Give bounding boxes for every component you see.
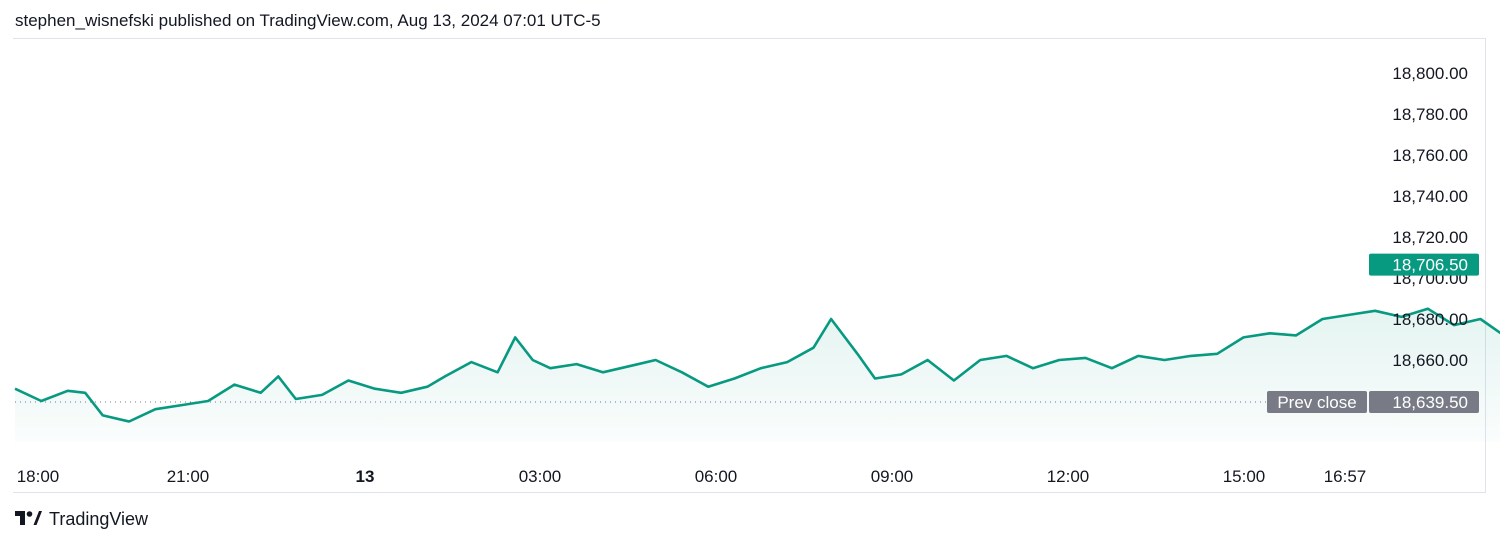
x-tick-label: 12:00 [1047,467,1090,486]
publish-attribution: stephen_wisnefski published on TradingVi… [15,11,601,30]
price-line [14,307,1500,423]
prev-close-value-label: 18,639.50 [1392,393,1468,412]
plot-area [14,307,1500,442]
x-tick-label: 15:00 [1223,467,1266,486]
x-tick-label: 13 [356,467,375,486]
x-tick-label: 16:57 [1324,467,1367,486]
last-price-badge [1369,253,1479,276]
time-axis[interactable]: 18:00 21:00 13 03:00 06:00 09:00 12:00 15:00 16:… [17,467,1367,486]
y-tick-label: 18,660.00 [1392,351,1468,370]
y-tick-label: 18,720.00 [1392,228,1468,247]
y-tick-label: 18,740.00 [1392,187,1468,206]
tradingview-brand: TradingView [49,509,149,529]
x-tick-label: 21:00 [167,467,210,486]
price-badges: 18,706.50 Prev close 18,639.50 [1267,253,1479,414]
x-tick-label: 06:00 [695,467,738,486]
footer: TradingView [15,509,148,530]
prev-close-badge [1369,391,1479,414]
y-tick-label: 18,680.00 [1392,310,1468,329]
chart-frame [13,38,1486,493]
prev-close-tag [1267,391,1367,414]
x-tick-label: 03:00 [519,467,562,486]
y-tick-label: 18,800.00 [1392,64,1468,83]
x-tick-label: 09:00 [871,467,914,486]
price-area-fill [15,308,1500,442]
last-price-label: 18,706.50 [1392,256,1468,275]
tradingview-logo-icon [15,509,42,530]
y-tick-label: 18,760.00 [1392,146,1468,165]
price-axis[interactable]: 18,800.00 18,780.00 18,760.00 18,740.00 18,7… [1392,64,1468,370]
prev-close-tag-label: Prev close [1277,393,1356,412]
y-tick-label: 18,780.00 [1392,105,1468,124]
x-tick-label: 18:00 [17,467,60,486]
